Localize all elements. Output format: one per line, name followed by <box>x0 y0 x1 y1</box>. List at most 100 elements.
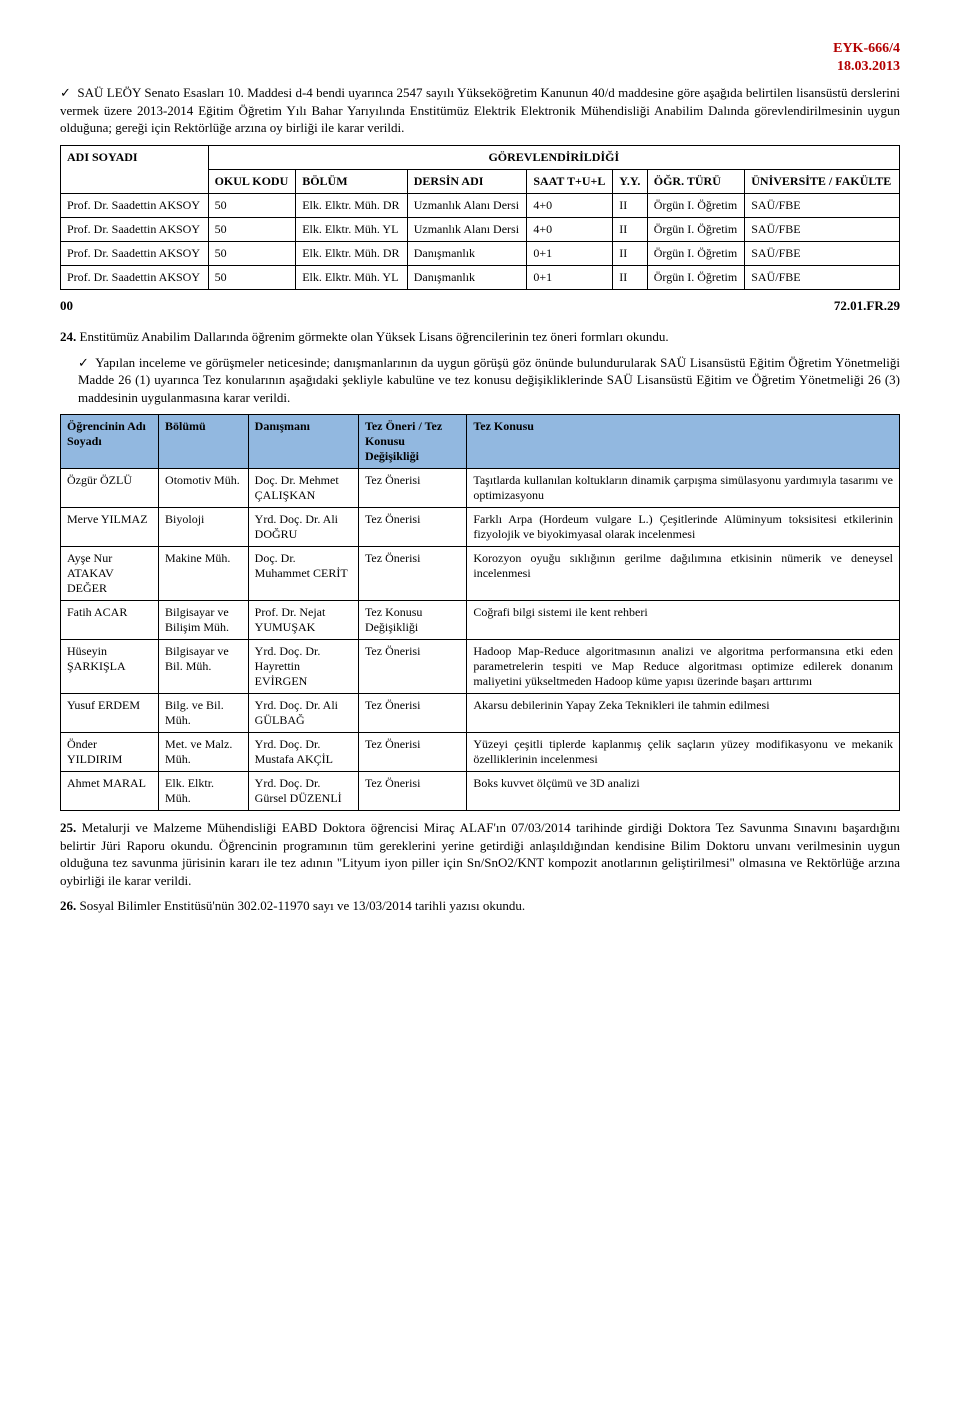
col-dersin: DERSİN ADI <box>407 170 527 194</box>
table-cell: Bilg. ve Bil. Müh. <box>159 694 249 733</box>
table-cell: Örgün I. Öğretim <box>647 266 744 290</box>
table-row: Prof. Dr. Saadettin AKSOY50Elk. Elktr. M… <box>61 194 900 218</box>
table-cell: Tez Önerisi <box>358 733 466 772</box>
table-cell: Ahmet MARAL <box>61 772 159 811</box>
intro-text: SAÜ LEÖY Senato Esasları 10. Maddesi d-4… <box>60 85 900 135</box>
table-cell: Prof. Dr. Saadettin AKSOY <box>61 194 209 218</box>
table-cell: Danışmanlık <box>407 266 527 290</box>
table-cell: Merve YILMAZ <box>61 508 159 547</box>
col-adi: ADI SOYADI <box>61 146 209 194</box>
th-ogrenci: Öğrencinin Adı Soyadı <box>61 415 159 469</box>
table-cell: Taşıtlarda kullanılan koltukların dinami… <box>467 469 900 508</box>
table-cell: Özgür ÖZLÜ <box>61 469 159 508</box>
table-cell: Yrd. Doç. Dr. Hayrettin EVİRGEN <box>248 640 358 694</box>
footer-right: 72.01.FR.29 <box>834 298 900 314</box>
table-cell: Prof. Dr. Saadettin AKSOY <box>61 218 209 242</box>
table-cell: Korozyon oyuğu sıklığının gerilme dağılı… <box>467 547 900 601</box>
item-26-text: Sosyal Bilimler Enstitüsü'nün 302.02-119… <box>80 898 526 913</box>
table-row: Fatih ACARBilgisayar ve Bilişim Müh.Prof… <box>61 601 900 640</box>
thesis-table: Öğrencinin Adı Soyadı Bölümü Danışmanı T… <box>60 414 900 811</box>
check-icon: ✓ <box>78 354 92 372</box>
table-row: Merve YILMAZBiyolojiYrd. Doç. Dr. Ali DO… <box>61 508 900 547</box>
table-cell: SAÜ/FBE <box>745 218 900 242</box>
table-cell: Met. ve Malz. Müh. <box>159 733 249 772</box>
header-code: EYK-666/4 <box>60 40 900 58</box>
intro-paragraph: ✓ SAÜ LEÖY Senato Esasları 10. Maddesi d… <box>60 84 900 137</box>
table-cell: Elk. Elktr. Müh. YL <box>296 266 408 290</box>
table-cell: Bilgisayar ve Bilişim Müh. <box>159 601 249 640</box>
table-cell: Otomotiv Müh. <box>159 469 249 508</box>
table-cell: Uzmanlık Alanı Dersi <box>407 218 527 242</box>
item-24-num: 24. <box>60 329 76 344</box>
table-row: Hüseyin ŞARKIŞLABilgisayar ve Bil. Müh.Y… <box>61 640 900 694</box>
table-cell: SAÜ/FBE <box>745 194 900 218</box>
footer-left: 00 <box>60 298 73 314</box>
header-date: 18.03.2013 <box>60 58 900 76</box>
table-cell: II <box>613 242 648 266</box>
table-cell: 4+0 <box>527 194 613 218</box>
table-cell: Tez Konusu Değişikliği <box>358 601 466 640</box>
table-cell: Tez Önerisi <box>358 469 466 508</box>
item-26: 26. Sosyal Bilimler Enstitüsü'nün 302.02… <box>60 897 900 915</box>
table-cell: 50 <box>208 266 296 290</box>
footer-code: 00 72.01.FR.29 <box>60 298 900 314</box>
item-25: 25. Metalurji ve Malzeme Mühendisliği EA… <box>60 819 900 889</box>
table-cell: Hadoop Map-Reduce algoritmasının analizi… <box>467 640 900 694</box>
table-cell: Önder YILDIRIM <box>61 733 159 772</box>
table-cell: Yrd. Doç. Dr. Ali GÜLBAĞ <box>248 694 358 733</box>
table-cell: Yrd. Doç. Dr. Gürsel DÜZENLİ <box>248 772 358 811</box>
table-cell: SAÜ/FBE <box>745 266 900 290</box>
table-cell: Makine Müh. <box>159 547 249 601</box>
table-cell: Elk. Elktr. Müh. <box>159 772 249 811</box>
table-cell: Prof. Dr. Saadettin AKSOY <box>61 242 209 266</box>
table-cell: Elk. Elktr. Müh. DR <box>296 194 408 218</box>
table-cell: Doç. Dr. Mehmet ÇALIŞKAN <box>248 469 358 508</box>
item-24-para: ✓ Yapılan inceleme ve görüşmeler netices… <box>78 354 900 407</box>
table-cell: 0+1 <box>527 242 613 266</box>
table-cell: 50 <box>208 194 296 218</box>
th-danisman: Danışmanı <box>248 415 358 469</box>
table-cell: 0+1 <box>527 266 613 290</box>
table-cell: Yrd. Doç. Dr. Mustafa AKÇİL <box>248 733 358 772</box>
table-row: Önder YILDIRIMMet. ve Malz. Müh.Yrd. Doç… <box>61 733 900 772</box>
table-cell: II <box>613 266 648 290</box>
table-cell: Tez Önerisi <box>358 640 466 694</box>
item-25-text: Metalurji ve Malzeme Mühendisliği EABD D… <box>60 820 900 888</box>
table-cell: Tez Önerisi <box>358 694 466 733</box>
table-cell: Elk. Elktr. Müh. DR <box>296 242 408 266</box>
col-univ: ÜNİVERSİTE / FAKÜLTE <box>745 170 900 194</box>
table-row: Yusuf ERDEMBilg. ve Bil. Müh.Yrd. Doç. D… <box>61 694 900 733</box>
table-cell: 50 <box>208 242 296 266</box>
table-cell: Yusuf ERDEM <box>61 694 159 733</box>
table-cell: Coğrafi bilgi sistemi ile kent rehberi <box>467 601 900 640</box>
item-25-num: 25. <box>60 820 76 835</box>
table-row: Prof. Dr. Saadettin AKSOY50Elk. Elktr. M… <box>61 218 900 242</box>
col-okul: OKUL KODU <box>208 170 296 194</box>
table-row: Ahmet MARALElk. Elktr. Müh.Yrd. Doç. Dr.… <box>61 772 900 811</box>
table-cell: Farklı Arpa (Hordeum vulgare L.) Çeşitle… <box>467 508 900 547</box>
table-cell: Elk. Elktr. Müh. YL <box>296 218 408 242</box>
table-cell: Tez Önerisi <box>358 772 466 811</box>
item-26-num: 26. <box>60 898 76 913</box>
table-row: Prof. Dr. Saadettin AKSOY50Elk. Elktr. M… <box>61 266 900 290</box>
table-cell: Danışmanlık <box>407 242 527 266</box>
merged-header: GÖREVLENDİRİLDİĞİ <box>208 146 899 170</box>
col-saat: SAAT T+U+L <box>527 170 613 194</box>
table-cell: 50 <box>208 218 296 242</box>
table-cell: SAÜ/FBE <box>745 242 900 266</box>
col-ogr: ÖĞR. TÜRÜ <box>647 170 744 194</box>
table-cell: Tez Önerisi <box>358 508 466 547</box>
table-row: Prof. Dr. Saadettin AKSOY50Elk. Elktr. M… <box>61 242 900 266</box>
table-cell: Fatih ACAR <box>61 601 159 640</box>
table-cell: Hüseyin ŞARKIŞLA <box>61 640 159 694</box>
table-cell: Prof. Dr. Nejat YUMUŞAK <box>248 601 358 640</box>
table-cell: 4+0 <box>527 218 613 242</box>
check-icon: ✓ <box>60 84 74 102</box>
col-yy: Y.Y. <box>613 170 648 194</box>
col-bolum: BÖLÜM <box>296 170 408 194</box>
table-cell: Ayşe Nur ATAKAV DEĞER <box>61 547 159 601</box>
table-cell: Tez Önerisi <box>358 547 466 601</box>
table-row: Ayşe Nur ATAKAV DEĞERMakine Müh.Doç. Dr.… <box>61 547 900 601</box>
th-bolum: Bölümü <box>159 415 249 469</box>
assignment-table: ADI SOYADI GÖREVLENDİRİLDİĞİ OKUL KODU B… <box>60 145 900 290</box>
